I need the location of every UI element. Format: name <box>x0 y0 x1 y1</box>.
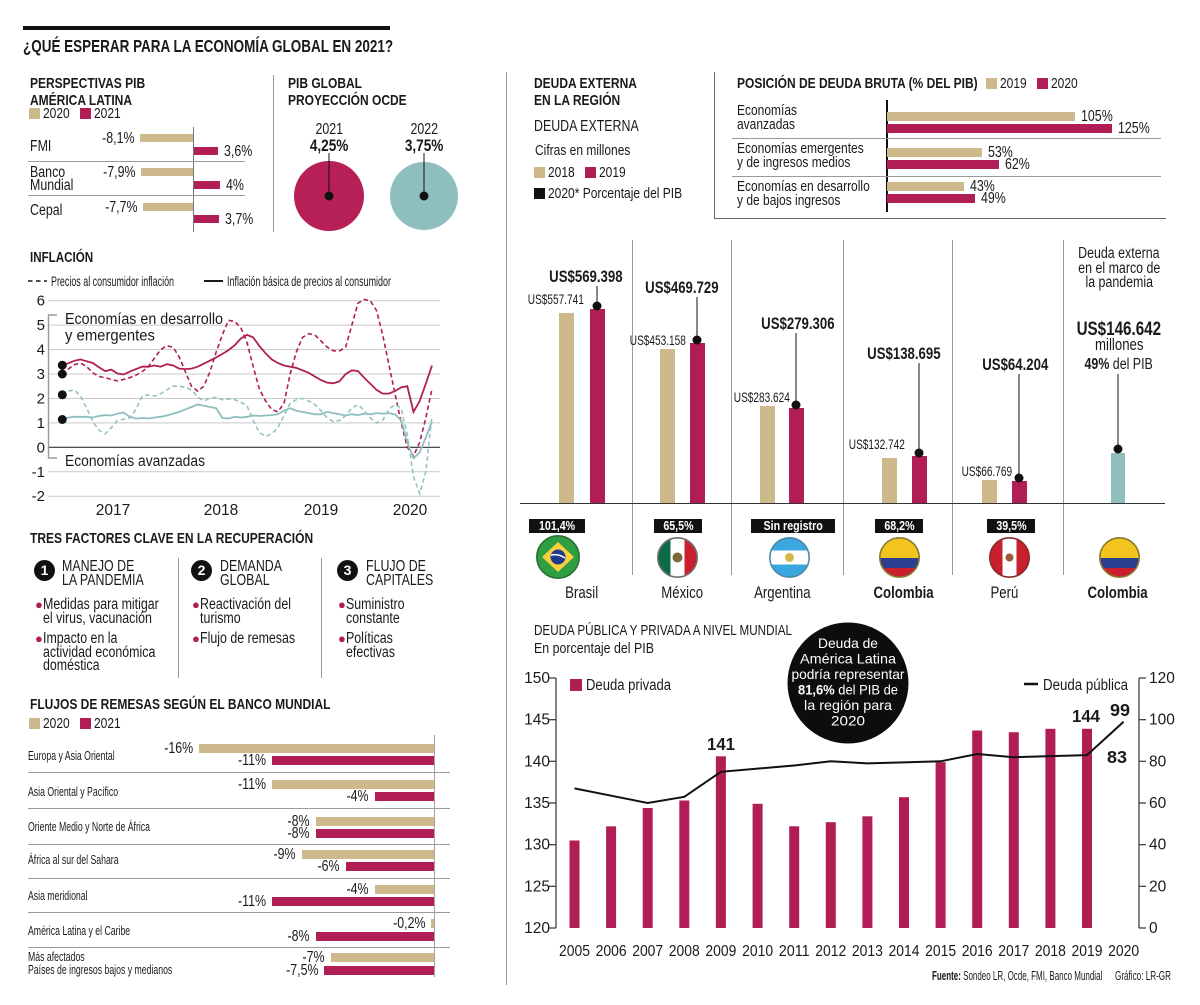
svg-text:99: 99 <box>1110 700 1130 720</box>
svg-text:81,6% del PIB de: 81,6% del PIB de <box>798 682 898 698</box>
svg-text:2016: 2016 <box>962 943 993 960</box>
svg-text:2017: 2017 <box>96 502 130 519</box>
svg-text:-1: -1 <box>32 464 45 481</box>
svg-text:5: 5 <box>37 317 45 334</box>
svg-text:2007: 2007 <box>632 943 663 960</box>
svg-text:y emergentes: y emergentes <box>65 328 155 345</box>
svg-text:América Latina: América Latina <box>800 651 896 667</box>
svg-text:2011: 2011 <box>779 943 810 960</box>
svg-text:2019: 2019 <box>304 502 338 519</box>
svg-text:3: 3 <box>37 366 45 383</box>
svg-text:Deuda de: Deuda de <box>818 635 878 651</box>
svg-text:2013: 2013 <box>852 943 883 960</box>
svg-text:80: 80 <box>1149 753 1167 770</box>
svg-text:141: 141 <box>707 734 735 754</box>
svg-text:2012: 2012 <box>815 943 846 960</box>
svg-text:6: 6 <box>37 293 45 310</box>
svg-text:2015: 2015 <box>925 943 956 960</box>
svg-text:2008: 2008 <box>669 943 700 960</box>
svg-text:la región para: la región para <box>804 697 892 713</box>
svg-text:Economías avanzadas: Economías avanzadas <box>65 453 205 470</box>
svg-text:60: 60 <box>1149 795 1167 812</box>
svg-text:140: 140 <box>524 753 550 770</box>
svg-text:2018: 2018 <box>204 502 238 519</box>
svg-text:40: 40 <box>1149 837 1167 854</box>
svg-text:Economías en desarrollo: Economías en desarrollo <box>65 311 223 328</box>
svg-text:Precios al consumidor inflació: Precios al consumidor inflación <box>51 273 174 289</box>
svg-text:2019: 2019 <box>1072 943 1103 960</box>
svg-text:2006: 2006 <box>596 943 627 960</box>
svg-text:145: 145 <box>524 712 550 729</box>
svg-text:-2: -2 <box>32 488 45 505</box>
svg-text:0: 0 <box>1149 920 1158 937</box>
svg-text:2020: 2020 <box>831 713 865 729</box>
svg-text:120: 120 <box>524 920 550 937</box>
svg-text:120: 120 <box>1149 670 1175 687</box>
svg-text:83: 83 <box>1107 747 1127 767</box>
svg-text:2018: 2018 <box>1035 943 1066 960</box>
svg-text:2: 2 <box>37 391 45 408</box>
svg-text:2009: 2009 <box>705 943 736 960</box>
svg-text:144: 144 <box>1072 706 1100 726</box>
svg-text:2017: 2017 <box>998 943 1029 960</box>
svg-text:1: 1 <box>37 415 45 432</box>
svg-text:20: 20 <box>1149 878 1167 895</box>
svg-text:2010: 2010 <box>742 943 773 960</box>
svg-text:2020: 2020 <box>1108 943 1139 960</box>
svg-text:0: 0 <box>37 439 45 456</box>
svg-text:Deuda privada: Deuda privada <box>586 677 671 694</box>
svg-text:DEUDA PÚBLICA Y PRIVADA A NIVE: DEUDA PÚBLICA Y PRIVADA A NIVEL MUNDIAL <box>534 622 792 639</box>
svg-text:100: 100 <box>1149 712 1175 729</box>
svg-text:150: 150 <box>524 670 550 687</box>
svg-text:podría representar: podría representar <box>792 666 905 682</box>
svg-text:2014: 2014 <box>889 943 920 960</box>
svg-text:135: 135 <box>524 795 550 812</box>
svg-text:2020: 2020 <box>393 502 428 519</box>
svg-text:En porcentaje del PIB: En porcentaje del PIB <box>534 640 654 657</box>
svg-text:130: 130 <box>524 837 550 854</box>
svg-text:2005: 2005 <box>559 943 590 960</box>
svg-text:Inflación básica de precios al: Inflación básica de precios al consumido… <box>227 273 391 289</box>
svg-text:4: 4 <box>37 342 45 359</box>
svg-text:Deuda pública: Deuda pública <box>1043 677 1128 694</box>
svg-text:125: 125 <box>524 878 550 895</box>
